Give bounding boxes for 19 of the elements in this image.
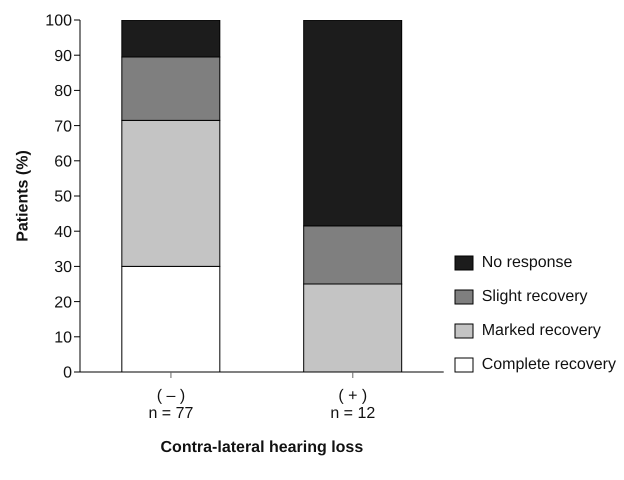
y-tick-label: 80 [54, 83, 72, 100]
y-tick-label: 40 [54, 224, 72, 241]
legend-label: Complete recovery [482, 356, 616, 374]
legend-label: No response [482, 254, 572, 272]
y-tick-label: 20 [54, 294, 72, 312]
legend-label: Slight recovery [482, 288, 588, 306]
x-axis-title: Contra-lateral hearing loss [160, 439, 364, 456]
y-tick-label: 100 [45, 12, 72, 30]
y-tick-label: 60 [54, 153, 72, 170]
x-tick-label: ( + ) n = 12 [330, 387, 376, 422]
legend-label: Marked recovery [482, 322, 601, 340]
y-tick-label: 70 [54, 118, 72, 136]
y-tick-label: 0 [63, 364, 72, 382]
y-axis-title: Patients (%) [14, 150, 32, 242]
y-tick-label: 10 [54, 329, 72, 346]
y-tick-label: 90 [54, 48, 72, 65]
x-tick-label: ( – ) n = 77 [148, 387, 194, 422]
y-tick-label: 30 [54, 259, 72, 276]
y-tick-label: 50 [54, 188, 72, 206]
